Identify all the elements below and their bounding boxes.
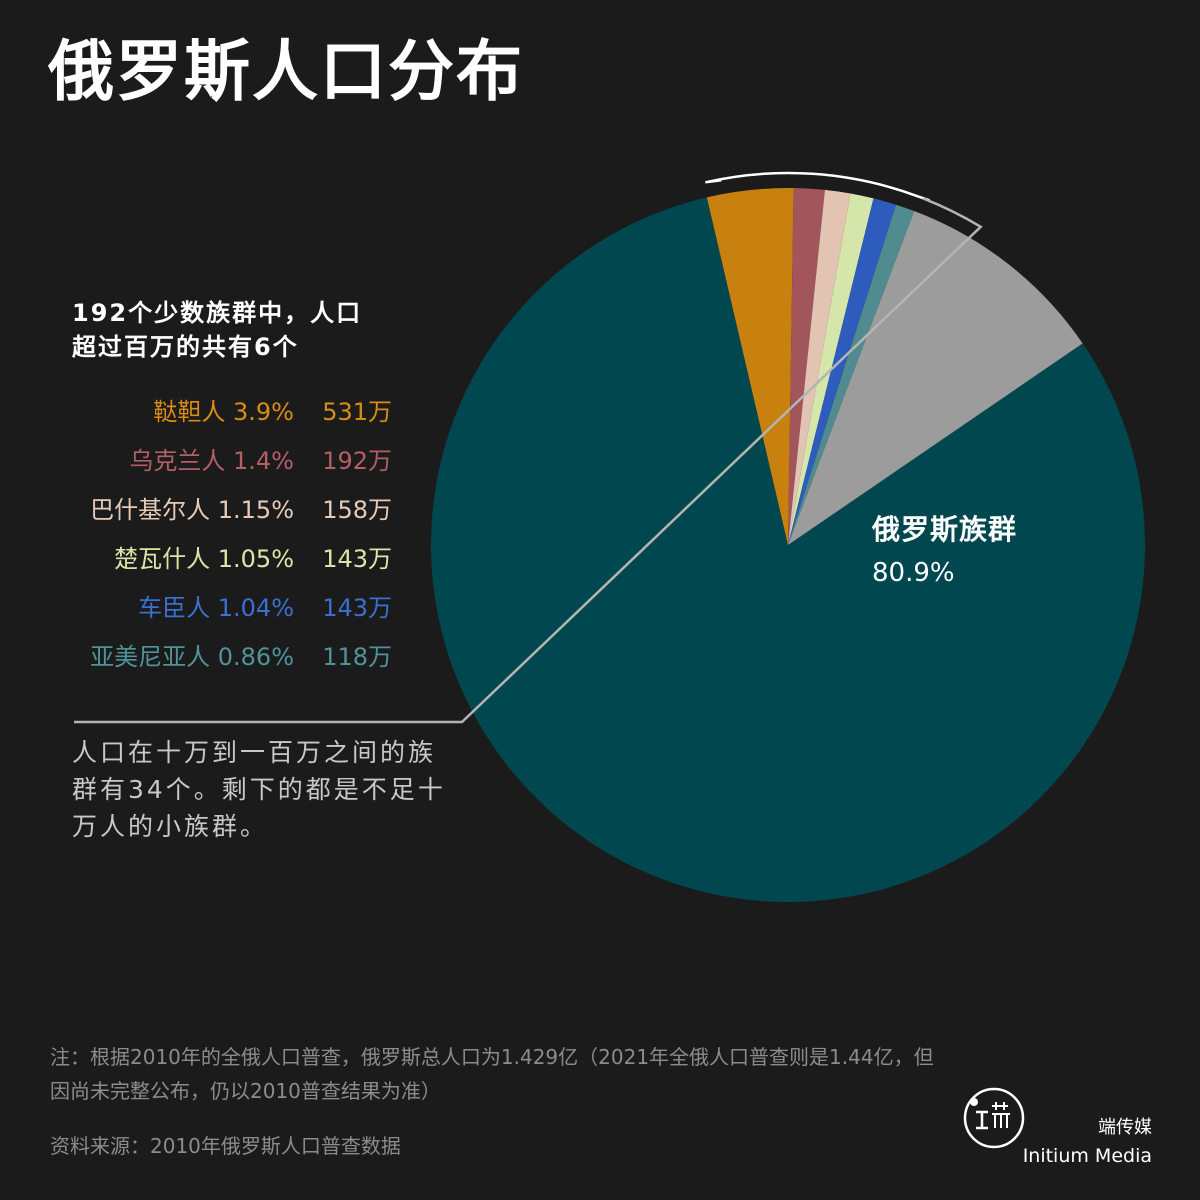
legend-item-chechen: 车臣人 1.04% 143万: [40, 584, 392, 624]
legend-item-chuvash: 楚瓦什人 1.05% 143万: [40, 535, 392, 575]
main-slice-percent: 80.9%: [872, 558, 955, 588]
legend-label: 车臣人 1.04%: [138, 594, 294, 622]
pie-slice-chechen: [788, 198, 896, 545]
pie-slice-armenian: [788, 204, 915, 545]
legend-population: 531万: [322, 398, 392, 426]
legend-population: 143万: [322, 545, 392, 573]
brand-name-cn: 端传媒: [1098, 1117, 1152, 1138]
pie-slice-ukrainian: [788, 188, 825, 546]
legend-population: 158万: [322, 496, 392, 524]
main-slice-label: 俄罗斯族群 80.9%: [872, 508, 1017, 588]
source-note: 资料来源：2010年俄罗斯人口普查数据: [50, 1134, 401, 1158]
legend-item-bashkir: 巴什基尔人 1.15% 158万: [40, 486, 392, 526]
small-groups-bracket: [74, 197, 983, 724]
legend-label: 乌克兰人 1.4%: [129, 447, 294, 475]
legend-item-tatar: 鞑靼人 3.9% 531万: [40, 388, 392, 428]
main-slice-name: 俄罗斯族群: [872, 513, 1018, 546]
initium-logo-icon: [963, 1087, 1025, 1149]
legend-label: 鞑靼人 3.9%: [153, 398, 294, 426]
legend-heading-line1: 192个少数族群中，人口: [72, 299, 363, 327]
small-groups-note: 人口在十万到一百万之间的族群有34个。剩下的都是不足十万人的小族群。: [72, 738, 446, 841]
legend-item-armenian: 亚美尼亚人 0.86% 118万: [40, 633, 392, 673]
brand-name-en: Initium Media: [1022, 1145, 1152, 1167]
pie-slice-russian: [431, 197, 1146, 903]
minority-bracket: [705, 171, 931, 202]
footnote: 注：根据2010年的全俄人口普查，俄罗斯总人口为1.429亿（2021年全俄人口…: [50, 1045, 934, 1103]
pie-slice-bashkir: [788, 189, 851, 546]
legend-heading-line2: 超过百万的共有6个: [72, 333, 299, 361]
pie-slice-tatar: [706, 187, 794, 545]
pie-slice-other: [788, 211, 1083, 546]
legend-label: 楚瓦什人 1.05%: [114, 545, 294, 573]
legend-item-ukrainian: 乌克兰人 1.4% 192万: [40, 437, 392, 477]
pie-slices: [431, 187, 1146, 903]
legend-heading: 192个少数族群中，人口 超过百万的共有6个: [72, 296, 362, 364]
brand: 端传媒 Initium Media: [1023, 1114, 1152, 1170]
chart-title: 俄罗斯人口分布: [48, 33, 524, 110]
legend-population: 118万: [322, 643, 392, 671]
legend-population: 143万: [322, 594, 392, 622]
legend-label: 亚美尼亚人 0.86%: [90, 643, 294, 671]
legend-label: 巴什基尔人 1.15%: [90, 496, 294, 524]
legend-population: 192万: [322, 447, 392, 475]
